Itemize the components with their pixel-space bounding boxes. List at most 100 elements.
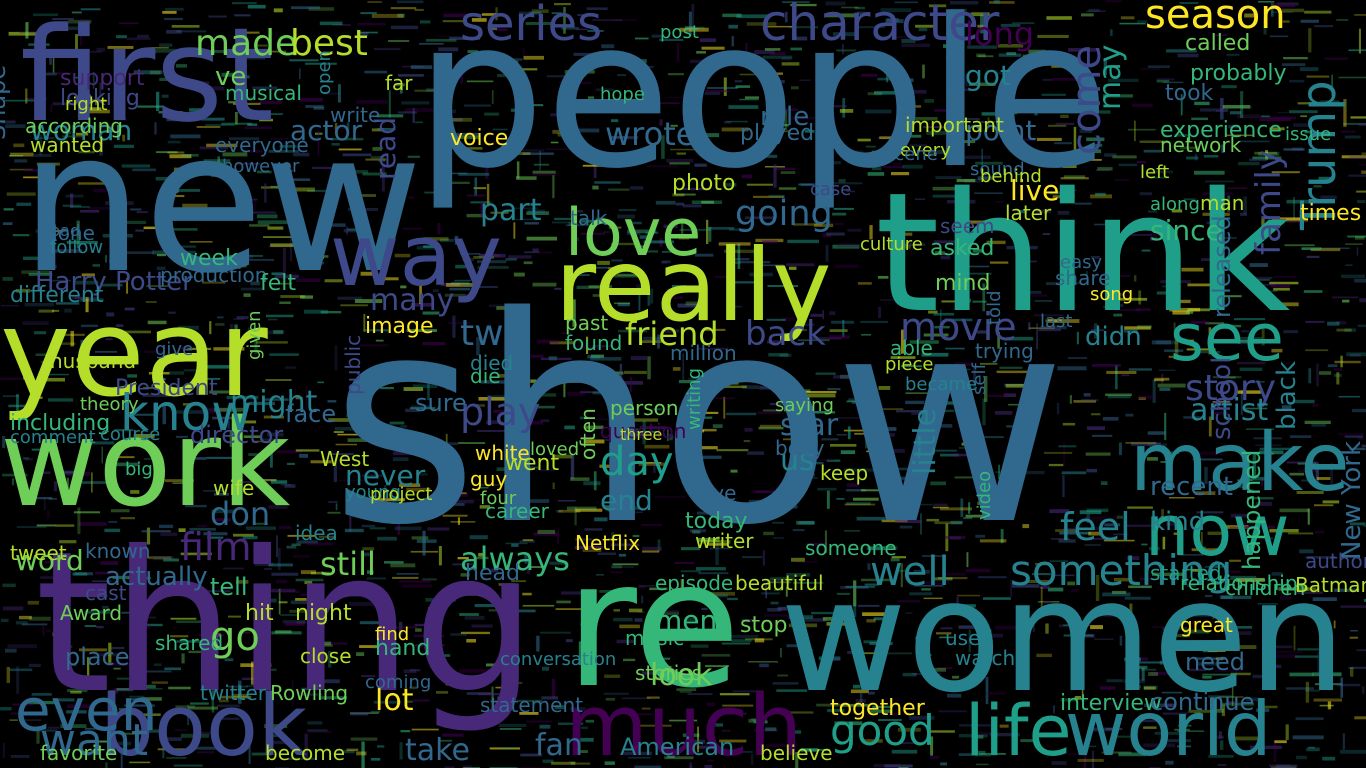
texture-mark xyxy=(753,195,785,198)
texture-mark xyxy=(637,586,646,589)
texture-mark xyxy=(685,26,695,29)
texture-mark xyxy=(1202,212,1230,216)
texture-mark xyxy=(897,105,922,108)
texture-mark xyxy=(670,148,700,151)
texture-mark xyxy=(841,703,869,707)
texture-mark xyxy=(619,363,623,385)
texture-mark xyxy=(676,152,686,155)
texture-mark xyxy=(905,392,928,394)
texture-mark xyxy=(1349,353,1361,357)
texture-mark xyxy=(729,228,747,231)
texture-mark xyxy=(646,165,678,168)
texture-mark xyxy=(296,278,321,282)
texture-mark xyxy=(554,287,562,290)
texture-mark xyxy=(682,267,690,271)
texture-mark xyxy=(539,631,571,634)
word-cast: cast xyxy=(85,581,127,605)
texture-mark xyxy=(843,429,866,432)
texture-mark xyxy=(1073,126,1077,151)
texture-mark xyxy=(458,172,490,176)
texture-mark xyxy=(1152,572,1184,576)
word-guy: guy xyxy=(470,467,507,491)
texture-mark xyxy=(346,594,369,597)
texture-mark xyxy=(614,428,639,431)
texture-mark xyxy=(833,207,854,210)
texture-mark xyxy=(1152,626,1175,628)
texture-mark xyxy=(1155,534,1158,547)
texture-mark xyxy=(1186,156,1199,160)
texture-mark xyxy=(124,704,155,707)
texture-mark xyxy=(554,217,572,221)
texture-mark xyxy=(630,219,633,231)
texture-mark xyxy=(609,101,628,104)
texture-mark xyxy=(1347,235,1366,238)
texture-mark xyxy=(1340,130,1356,133)
texture-mark xyxy=(1160,461,1170,463)
word-keep: keep xyxy=(820,461,868,485)
texture-mark xyxy=(473,187,487,190)
texture-mark xyxy=(1051,538,1070,540)
texture-mark xyxy=(1109,293,1125,296)
texture-mark xyxy=(639,235,651,239)
texture-mark xyxy=(776,505,798,509)
texture-mark xyxy=(380,387,394,390)
texture-mark xyxy=(1151,340,1172,345)
texture-mark xyxy=(406,329,437,332)
texture-mark xyxy=(1104,153,1117,157)
texture-mark xyxy=(167,140,181,144)
texture-mark xyxy=(614,302,631,305)
texture-mark xyxy=(1061,471,1087,475)
word-story: story xyxy=(1185,368,1276,409)
texture-mark xyxy=(1094,223,1118,226)
texture-mark xyxy=(924,433,936,436)
texture-mark xyxy=(79,648,107,652)
texture-mark xyxy=(661,329,680,333)
texture-mark xyxy=(497,74,519,78)
texture-mark xyxy=(539,469,555,472)
texture-mark xyxy=(277,548,281,571)
texture-mark xyxy=(16,666,20,694)
texture-mark xyxy=(1270,766,1296,768)
texture-mark xyxy=(1212,376,1242,379)
texture-mark xyxy=(209,321,212,335)
texture-mark xyxy=(306,542,333,546)
texture-mark xyxy=(1135,308,1151,311)
texture-mark xyxy=(1304,130,1317,134)
texture-mark xyxy=(679,27,709,32)
texture-mark xyxy=(490,568,499,573)
word-done: done xyxy=(45,221,95,245)
texture-mark xyxy=(441,172,445,189)
word-going: going xyxy=(735,194,833,234)
texture-mark xyxy=(1076,331,1079,345)
texture-mark xyxy=(856,11,866,15)
texture-mark xyxy=(1313,698,1342,702)
texture-mark xyxy=(1195,491,1216,495)
texture-mark xyxy=(878,719,902,721)
texture-mark xyxy=(119,22,139,24)
texture-mark xyxy=(242,31,260,34)
texture-mark xyxy=(125,711,141,716)
texture-mark xyxy=(833,182,863,185)
texture-mark xyxy=(822,233,831,238)
texture-mark xyxy=(1241,330,1250,333)
texture-mark xyxy=(22,457,30,460)
texture-mark xyxy=(249,224,270,227)
texture-mark xyxy=(24,303,54,307)
word-close: close xyxy=(300,644,352,668)
texture-mark xyxy=(526,211,550,215)
texture-mark xyxy=(940,627,953,630)
texture-mark xyxy=(1237,361,1266,365)
texture-mark xyxy=(569,761,576,764)
texture-mark xyxy=(583,481,601,486)
texture-mark xyxy=(1105,0,1122,3)
texture-mark xyxy=(484,112,499,116)
word-much: much xyxy=(565,677,802,768)
texture-mark xyxy=(780,124,790,127)
texture-mark xyxy=(1227,187,1248,190)
texture-mark xyxy=(364,70,388,74)
texture-mark xyxy=(1107,78,1139,82)
texture-mark xyxy=(1279,508,1310,513)
texture-mark xyxy=(262,598,277,603)
texture-mark xyxy=(310,460,332,464)
texture-mark xyxy=(2,583,16,588)
